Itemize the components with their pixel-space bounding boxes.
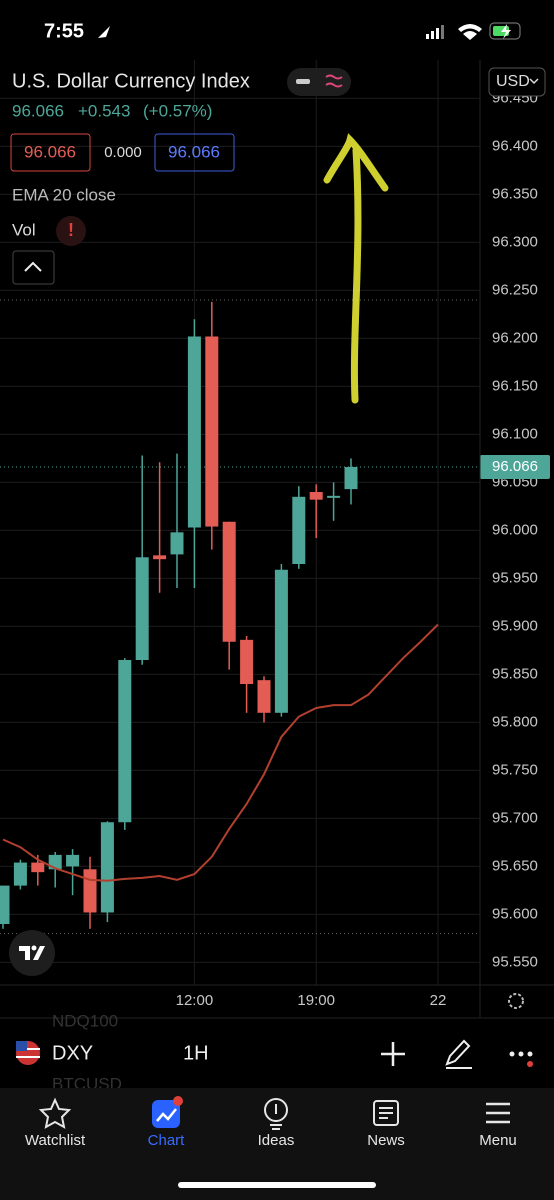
currency: USD <box>496 73 530 90</box>
candle-body <box>187 336 201 528</box>
price-change: +0.543 <box>78 101 130 120</box>
candle-body <box>240 639 254 684</box>
candle-body <box>309 492 323 500</box>
collapse-button[interactable] <box>12 250 55 285</box>
candle-body <box>118 660 132 823</box>
logo-badge[interactable] <box>9 930 55 976</box>
toggle-wave <box>325 74 343 88</box>
warning-icon: ! <box>68 220 74 240</box>
ideas-icon-base <box>270 1104 282 1130</box>
battery-icon <box>489 22 521 40</box>
y-tick-label: 95.550 <box>492 953 538 970</box>
ideas-icon[interactable] <box>264 1098 288 1122</box>
annotation-arrow <box>323 133 389 404</box>
logo <box>19 946 45 960</box>
y-tick-label: 95.950 <box>492 569 538 586</box>
candle-body <box>153 555 167 560</box>
chart-badge <box>173 1096 183 1106</box>
y-tick-label: 95.900 <box>492 617 538 634</box>
tab-label[interactable]: Menu <box>479 1132 517 1149</box>
tab-label[interactable]: News <box>367 1132 405 1149</box>
candle-body <box>274 569 288 713</box>
price-change-percent: (+0.57%) <box>143 101 212 120</box>
candle-body <box>170 532 184 555</box>
candle-body <box>100 822 114 913</box>
tab-label[interactable]: Ideas <box>258 1132 295 1149</box>
y-tick-label: 95.850 <box>492 665 538 682</box>
wifi-icon <box>458 24 482 40</box>
chart-icon-line <box>156 1108 177 1122</box>
indicator-label: EMA 20 close <box>12 185 116 204</box>
home-indicator <box>178 1182 376 1188</box>
y-tick-label: 96.400 <box>492 137 538 154</box>
buy-box[interactable] <box>154 133 235 172</box>
y-tick-label: 95.600 <box>492 905 538 922</box>
logo-dot <box>31 945 37 951</box>
x-tick-label: 19:00 <box>297 992 335 1009</box>
candle-body <box>66 854 80 867</box>
draw-icon[interactable] <box>445 1039 472 1069</box>
y-tick-label: 95.700 <box>492 809 538 826</box>
candle-body <box>13 862 27 886</box>
volume-label: Vol <box>12 220 36 239</box>
ema-line <box>2 623 439 882</box>
currency-button[interactable] <box>488 67 546 97</box>
buy-price: 96.066 <box>168 142 220 161</box>
signal-icon <box>426 25 444 39</box>
last-price-label: 96.066 <box>492 458 538 475</box>
sell-price: 96.066 <box>24 142 76 161</box>
spread: 0.000 <box>104 144 142 161</box>
tab-label[interactable]: Watchlist <box>25 1132 86 1149</box>
y-tick-label: 95.750 <box>492 761 538 778</box>
last-price: 96.066 <box>12 101 64 120</box>
tab-label[interactable]: Chart <box>148 1132 186 1149</box>
more-icon[interactable] <box>509 1051 534 1068</box>
y-tick-label: 96.000 <box>492 521 538 538</box>
x-tick-label: 22 <box>430 992 447 1009</box>
y-tick-label: 95.800 <box>492 713 538 730</box>
settings-icon[interactable] <box>508 993 524 1009</box>
status-time: 7:55 <box>44 20 84 42</box>
y-tick-label: 96.200 <box>492 329 538 346</box>
charging-icon <box>501 24 511 39</box>
symbol-title: U.S. Dollar Currency Index <box>12 70 250 92</box>
menu-icon[interactable] <box>486 1102 510 1124</box>
candle-body <box>222 521 236 642</box>
y-tick-label: 96.250 <box>492 281 538 298</box>
location-icon <box>98 26 110 38</box>
y-tick-label: 96.150 <box>492 377 538 394</box>
candle-body <box>257 680 271 713</box>
x-tick-label: 12:00 <box>176 992 214 1009</box>
news-icon[interactable] <box>373 1100 399 1126</box>
candle-body <box>292 496 306 564</box>
interval[interactable]: 1H <box>183 1042 209 1064</box>
warning-badge[interactable] <box>56 216 86 246</box>
candle-body <box>31 862 45 873</box>
candle-body <box>135 557 149 660</box>
ghost-symbol: NDQ100 <box>52 1011 118 1030</box>
news-icon-lines <box>379 1107 393 1119</box>
candle-body <box>327 495 341 498</box>
y-tick-label: 96.100 <box>492 425 538 442</box>
dropdown-icon <box>529 78 539 85</box>
y-tick-label: 96.350 <box>492 185 538 202</box>
y-tick-label: 95.650 <box>492 857 538 874</box>
collapse-icon <box>24 261 42 272</box>
toggle[interactable] <box>287 68 351 96</box>
candle-body <box>83 869 97 913</box>
candle-body <box>344 467 358 490</box>
watchlist-icon[interactable] <box>38 1097 72 1129</box>
candle-body <box>0 885 10 924</box>
sell-box[interactable] <box>10 133 91 172</box>
add-icon[interactable] <box>381 1042 405 1066</box>
flag-canton <box>16 1041 27 1051</box>
chart-icon[interactable] <box>152 1100 180 1128</box>
y-tick-label: 96.300 <box>492 233 538 250</box>
last-price-tag <box>480 455 550 480</box>
toggle-line <box>296 79 310 84</box>
symbol[interactable]: DXY <box>52 1042 93 1064</box>
candle-body <box>205 336 219 527</box>
